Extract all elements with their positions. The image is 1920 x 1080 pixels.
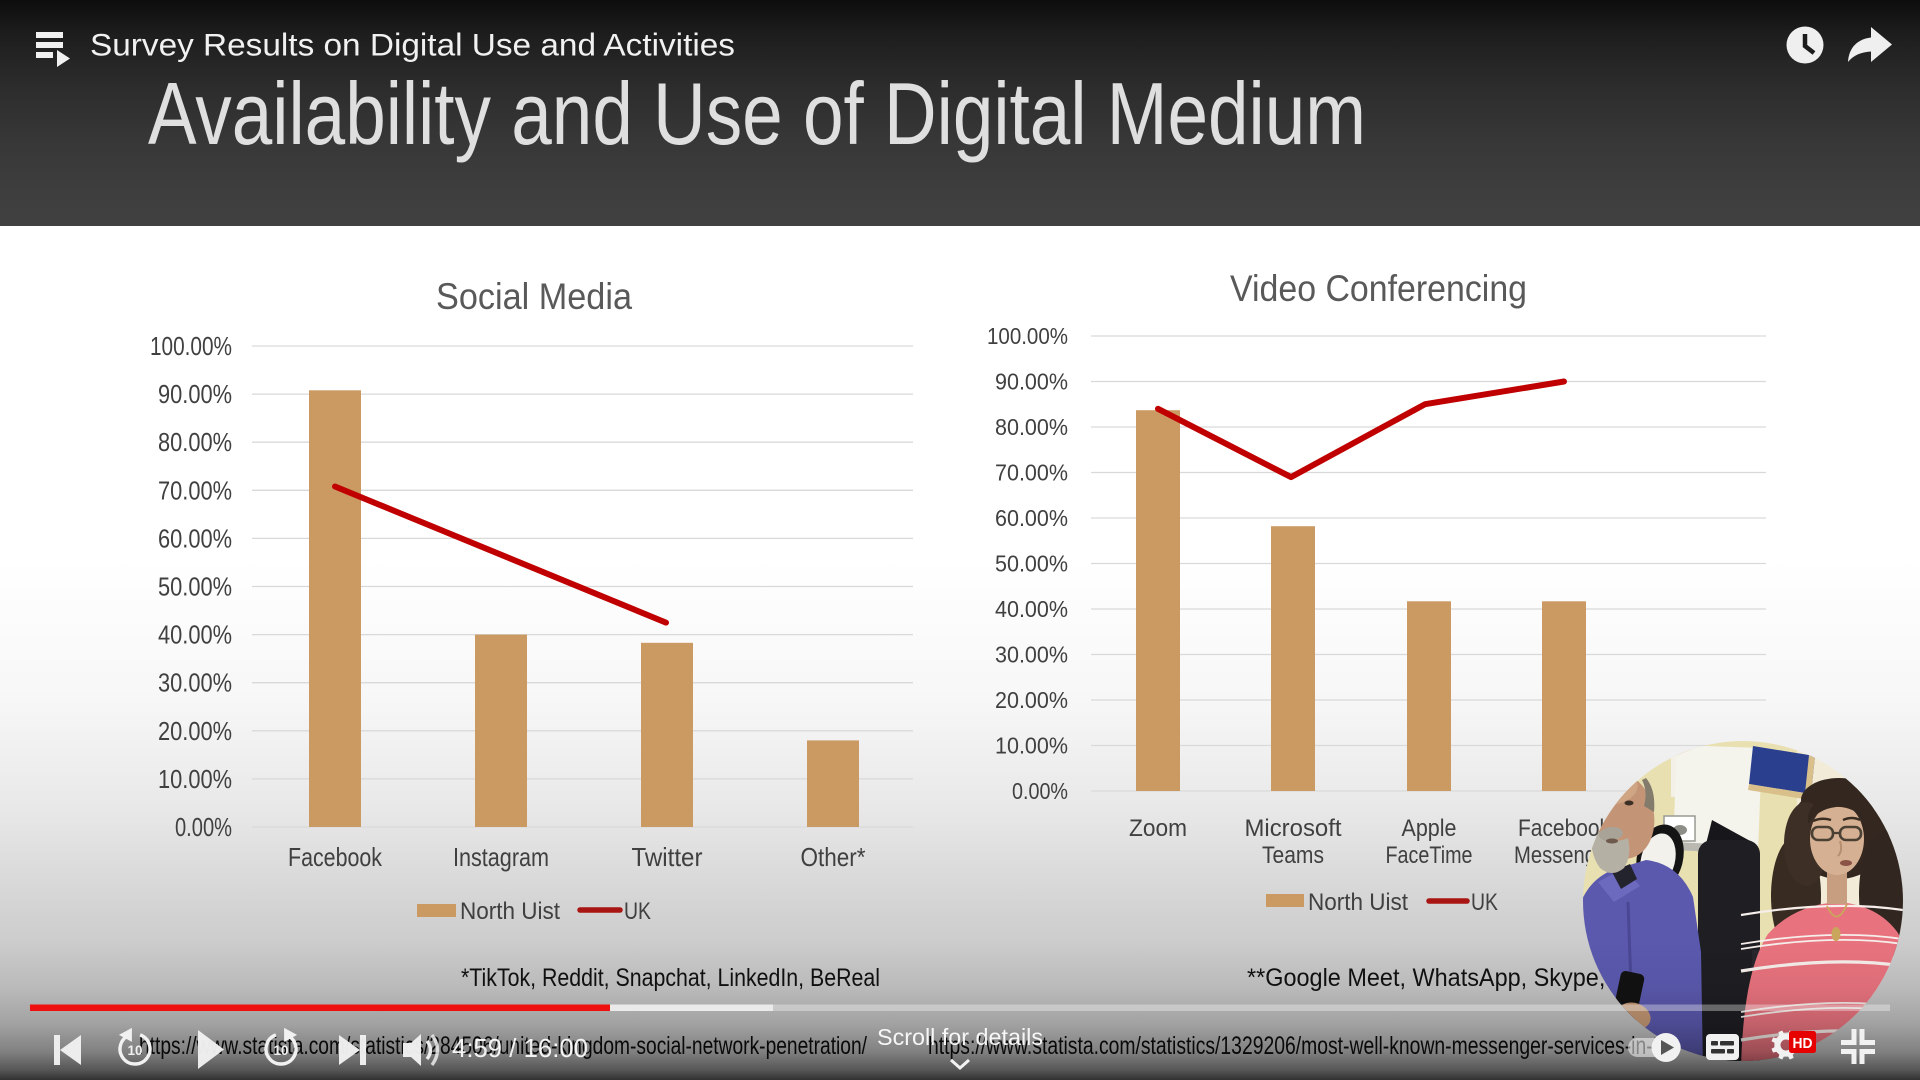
svg-text:50.00%: 50.00% [995,551,1068,577]
svg-text:Apple: Apple [1402,815,1457,842]
svg-text:20.00%: 20.00% [995,687,1068,713]
svg-text:Teams: Teams [1262,842,1324,869]
svg-text:10: 10 [273,1043,288,1058]
svg-text:Instagram: Instagram [453,842,549,872]
svg-text:Facebook: Facebook [1518,815,1611,842]
svg-text:10.00%: 10.00% [158,764,232,794]
svg-text:North Uist: North Uist [460,898,560,925]
svg-text:90.00%: 90.00% [995,369,1068,395]
svg-text:Other*: Other* [801,842,866,872]
svg-text:Survey Results on Digital Use: Survey Results on Digital Use and Activi… [90,27,735,63]
svg-text:30.00%: 30.00% [158,668,232,698]
svg-text:40.00%: 40.00% [158,620,232,650]
svg-text:80.00%: 80.00% [158,427,232,457]
svg-text:Video Conferencing: Video Conferencing [1230,268,1527,309]
svg-text:40.00%: 40.00% [995,596,1068,622]
svg-text:Microsoft: Microsoft [1245,815,1342,842]
svg-text:10: 10 [127,1043,142,1058]
svg-text:HD: HD [1793,1035,1813,1052]
svg-text:80.00%: 80.00% [995,414,1068,440]
svg-text:0.00%: 0.00% [1012,778,1068,804]
svg-text:60.00%: 60.00% [995,505,1068,531]
svg-text:UK: UK [1471,889,1498,916]
svg-text:Zoom: Zoom [1129,815,1187,842]
svg-text:100.00%: 100.00% [150,331,232,361]
svg-text:FaceTime: FaceTime [1386,842,1473,869]
svg-text:North Uist: North Uist [1308,889,1408,916]
svg-text:Social Media: Social Media [436,276,632,317]
svg-text:70.00%: 70.00% [158,475,232,505]
svg-text:20.00%: 20.00% [158,716,232,746]
svg-text:90.00%: 90.00% [158,379,232,409]
svg-text:4:59 / 16:00: 4:59 / 16:00 [452,1033,588,1063]
svg-text:Facebook: Facebook [288,842,383,872]
svg-text:50.00%: 50.00% [158,572,232,602]
svg-text:0.00%: 0.00% [175,812,232,842]
svg-text:Scroll for details: Scroll for details [877,1024,1043,1050]
svg-text:100.00%: 100.00% [987,323,1068,349]
svg-text:10.00%: 10.00% [995,733,1068,759]
svg-text:UK: UK [624,898,651,925]
svg-text:Twitter: Twitter [632,842,703,872]
svg-text:30.00%: 30.00% [995,642,1068,668]
svg-text:Availability and Use of Digita: Availability and Use of Digital Medium [148,64,1366,163]
svg-text:70.00%: 70.00% [995,460,1068,486]
svg-text:60.00%: 60.00% [158,523,232,553]
